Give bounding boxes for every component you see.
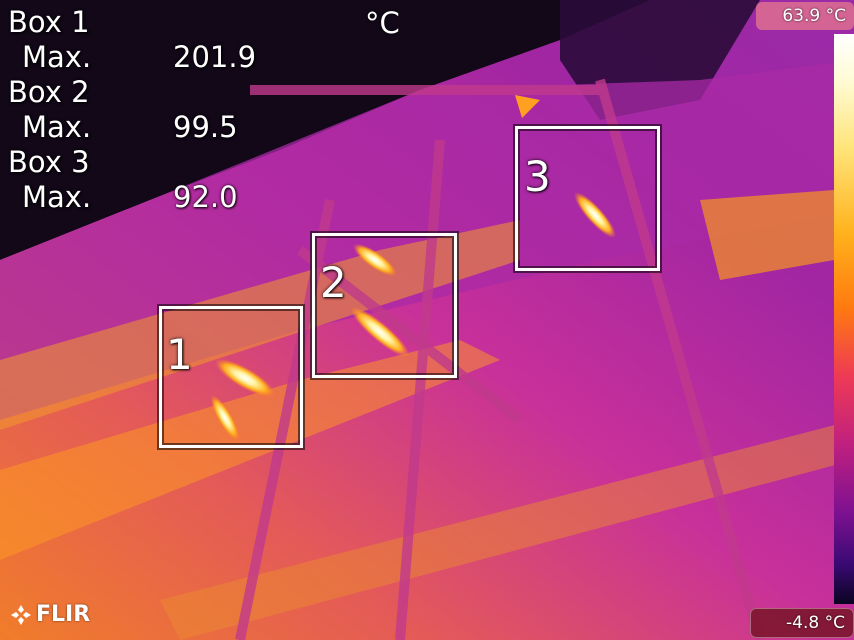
box-2-max-value: 99.5	[173, 110, 238, 144]
flir-logo: FLIR	[10, 602, 90, 627]
box-2-label: Box 2	[8, 75, 90, 109]
flir-logo-icon	[11, 604, 31, 625]
temperature-scale-bar	[834, 34, 854, 604]
box-2-max-label: Max.	[22, 110, 92, 144]
box-number-2: 2	[320, 258, 347, 307]
measurement-box-3[interactable]	[515, 126, 660, 271]
box-number-1: 1	[166, 330, 193, 379]
scale-min-label: -4.8 °C	[750, 608, 854, 638]
scale-max-label: 63.9 °C	[756, 2, 854, 30]
flir-logo-text: FLIR	[36, 602, 91, 627]
box-1-max-value: 201.9	[173, 40, 257, 74]
measurement-box-1[interactable]	[159, 306, 303, 448]
box-3-max-value: 92.0	[173, 180, 238, 214]
temperature-unit: °C	[365, 6, 400, 40]
measurement-box-2[interactable]	[312, 233, 457, 378]
box-1-max-label: Max.	[22, 40, 92, 74]
box-3-label: Box 3	[8, 145, 90, 179]
box-3-max-label: Max.	[22, 180, 92, 214]
box-1-label: Box 1	[8, 5, 90, 39]
box-number-3: 3	[524, 152, 551, 201]
